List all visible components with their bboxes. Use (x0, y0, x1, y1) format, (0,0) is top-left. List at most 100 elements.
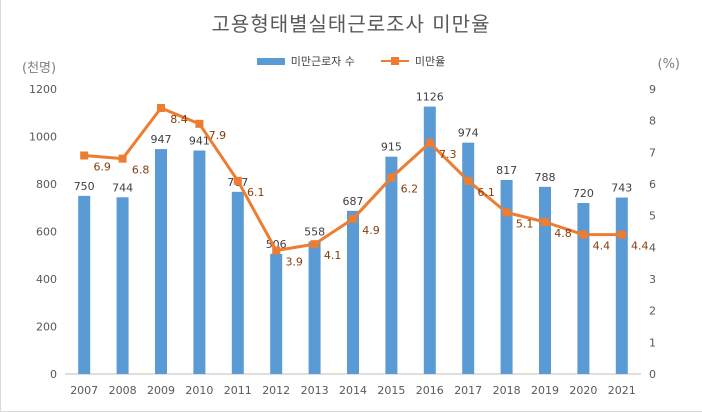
legend-bar-label: 미만근로자 수 (290, 55, 355, 68)
rate-point (157, 104, 165, 112)
x-axis-tick-label: 2015 (377, 384, 405, 397)
x-axis-tick-label: 2009 (147, 384, 175, 397)
x-axis-tick-label: 2007 (70, 384, 98, 397)
right-axis-tick-label: 8 (649, 115, 656, 128)
rate-point (118, 154, 127, 163)
rate-data-label: 7.9 (209, 129, 227, 142)
x-axis-tick-label: 2012 (262, 384, 290, 397)
bar-data-label: 743 (611, 182, 632, 195)
left-axis-tick-label: 1000 (29, 131, 57, 144)
bar (423, 106, 436, 374)
bar (231, 191, 244, 374)
right-axis-tick-label: 2 (649, 305, 656, 318)
left-axis-unit: (천명) (22, 61, 57, 76)
left-axis-tick-label: 0 (50, 368, 57, 381)
right-axis-tick-label: 4 (649, 241, 656, 254)
rate-point (349, 214, 357, 223)
right-axis-tick-label: 3 (649, 273, 656, 286)
bar (193, 150, 206, 374)
x-axis-tick-label: 2013 (301, 384, 329, 397)
rate-point (464, 176, 473, 185)
bar (577, 203, 590, 374)
legend-item-bar: 미만근로자 수 (256, 53, 355, 69)
rate-data-label: 6.9 (93, 161, 111, 174)
right-axis-tick-label: 5 (649, 210, 656, 223)
left-border (0, 0, 1, 412)
right-axis-tick-label: 6 (649, 178, 656, 191)
left-axis-tick-label: 400 (36, 273, 57, 286)
bar-data-label: 947 (151, 133, 172, 146)
rate-point (310, 240, 319, 249)
bar (500, 179, 513, 374)
bar (462, 142, 475, 374)
left-axis-tick-label: 800 (36, 178, 57, 191)
rate-data-label: 6.2 (401, 183, 419, 196)
rate-data-label: 4.8 (554, 227, 572, 240)
rate-data-label: 8.4 (170, 113, 188, 126)
legend-item-line: 미만율 (380, 53, 446, 69)
right-axis-unit: (%) (657, 57, 681, 72)
bar-data-label: 750 (74, 180, 95, 193)
rate-data-label: 4.9 (362, 224, 380, 237)
rate-point (233, 176, 242, 185)
x-axis-tick-label: 2021 (608, 384, 636, 397)
bar (155, 149, 167, 374)
bar-data-label: 744 (112, 181, 133, 194)
rate-point (272, 246, 281, 255)
x-axis-tick-label: 2018 (493, 384, 521, 397)
bar-data-label: 720 (573, 187, 594, 200)
legend-bar-swatch (256, 57, 285, 65)
bar (385, 156, 398, 374)
bar (270, 253, 283, 374)
rate-point (579, 230, 588, 239)
bar (308, 241, 321, 374)
rate-data-label: 6.1 (477, 186, 495, 199)
left-axis-tick-label: 600 (36, 226, 57, 239)
x-axis-tick-label: 2010 (185, 384, 213, 397)
rate-data-label: 4.4 (631, 240, 649, 253)
x-axis-tick-label: 2008 (109, 384, 137, 397)
right-axis-tick-label: 1 (649, 336, 656, 349)
x-axis-tick-label: 2011 (224, 384, 252, 397)
x-axis-tick-label: 2020 (569, 384, 597, 397)
bar-data-label: 974 (458, 127, 479, 140)
left-axis-tick-label: 1200 (29, 83, 57, 96)
x-axis-tick-label: 2019 (531, 384, 559, 397)
legend-line-label: 미만율 (414, 55, 446, 68)
rate-point (425, 138, 434, 147)
right-axis-tick-label: 0 (649, 368, 656, 381)
legend-line-swatch (380, 56, 409, 66)
rate-data-label: 6.8 (132, 164, 150, 177)
bar-data-label: 558 (304, 225, 325, 238)
bar-data-label: 817 (496, 164, 517, 177)
rate-point (80, 151, 89, 160)
left-axis-tick-label: 200 (36, 321, 57, 334)
bar (116, 197, 129, 374)
rate-data-label: 6.1 (247, 186, 265, 199)
rate-point (617, 230, 626, 239)
right-axis-tick-label: 7 (649, 146, 656, 159)
bar-data-label: 915 (381, 141, 402, 154)
bar-data-label: 788 (535, 171, 556, 184)
rate-point (195, 119, 204, 128)
bar (539, 186, 551, 374)
bar (347, 210, 359, 374)
bar-data-label: 1126 (416, 91, 444, 104)
rate-data-label: 4.4 (593, 240, 611, 253)
x-axis-tick-label: 2017 (454, 384, 482, 397)
chart-title: 고용형태별실태근로조사 미만율 (211, 12, 491, 36)
bar-data-label: 941 (189, 135, 210, 148)
rate-data-label: 5.1 (516, 218, 534, 231)
rate-data-label: 4.1 (324, 249, 342, 262)
bar (78, 195, 91, 374)
right-axis-tick-label: 9 (649, 83, 656, 96)
rate-data-label: 3.9 (285, 256, 303, 269)
bar-data-label: 687 (343, 195, 364, 208)
rate-point (387, 173, 396, 182)
rate-data-label: 7.3 (439, 148, 457, 161)
legend: 미만근로자 수 미만율 (0, 53, 702, 69)
rate-point (502, 208, 511, 217)
rate-point (541, 218, 549, 226)
